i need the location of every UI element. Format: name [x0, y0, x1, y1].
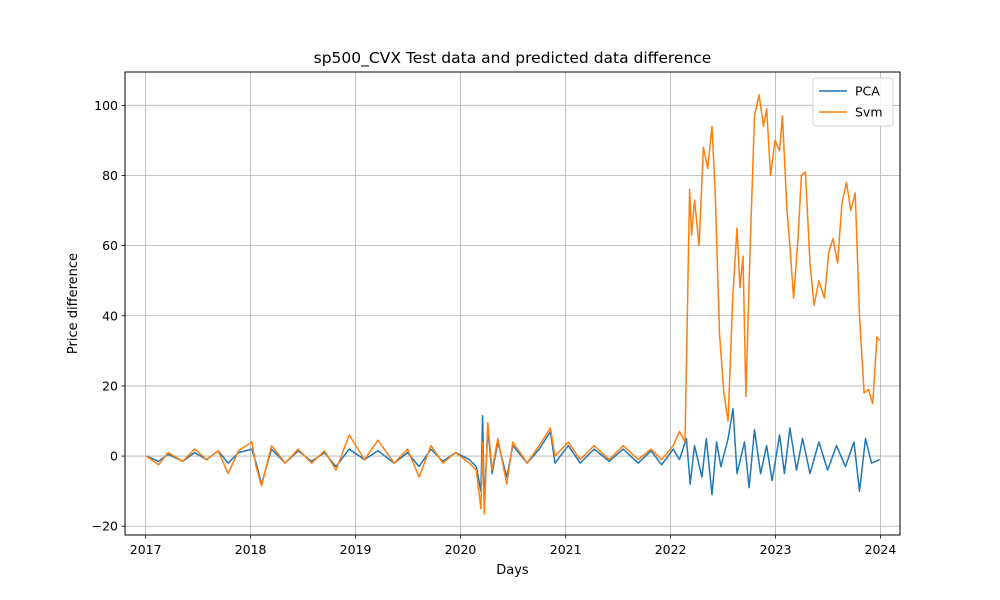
y-tick-label: 40	[102, 308, 118, 323]
legend-label-pca: PCA	[855, 84, 880, 99]
y-tick-label: 60	[102, 238, 118, 253]
x-tick-label: 2020	[445, 542, 477, 557]
x-tick-label: 2022	[655, 542, 687, 557]
series-line-svm	[145, 94, 881, 515]
series-line-pca	[146, 407, 880, 506]
y-tick-label: 100	[94, 98, 118, 113]
legend: PCA Svm	[812, 77, 894, 127]
y-tick-label: 20	[102, 378, 118, 393]
legend-box	[812, 77, 894, 127]
x-axis-title: Days	[496, 563, 529, 578]
legend-label-svm: Svm	[855, 105, 883, 120]
y-tick-label: −20	[92, 519, 118, 534]
plot-frame	[124, 71, 901, 536]
x-tick-label: 2023	[760, 542, 792, 557]
y-tick-label: 0	[110, 449, 118, 464]
chart-title: sp500_CVX Test data and predicted data d…	[314, 49, 712, 68]
grid	[125, 72, 900, 535]
x-tick-label: 2021	[550, 542, 582, 557]
x-tick-label: 2018	[235, 542, 267, 557]
x-tick-label: 2024	[865, 542, 897, 557]
x-tick-label: 2017	[130, 542, 162, 557]
axis-ticks: 2017 2018 2019 2020 2021 2022 2023 2024 −20 0 20 40…	[92, 98, 897, 557]
plot-series	[145, 94, 881, 515]
y-tick-label: 80	[102, 168, 118, 183]
y-axis-title: Price difference	[66, 253, 81, 354]
x-tick-label: 2019	[340, 542, 372, 557]
